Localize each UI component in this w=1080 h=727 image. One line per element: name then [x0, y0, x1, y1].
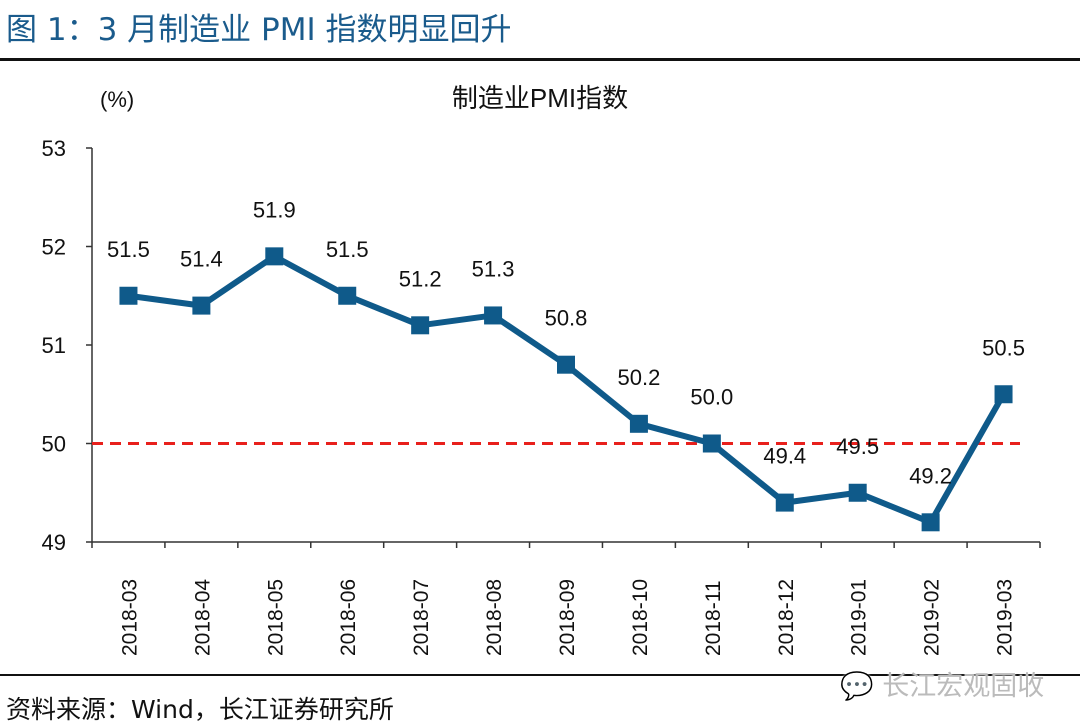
x-tick-label: 2019-02: [921, 579, 944, 656]
data-label: 50.0: [690, 385, 733, 410]
x-tick-label: 2018-04: [191, 579, 214, 656]
data-label: 51.2: [399, 266, 442, 291]
y-tick-label: 53: [42, 136, 66, 161]
data-point-marker: [629, 414, 648, 433]
data-label: 51.3: [472, 256, 515, 281]
x-tick-label: 2018-06: [337, 579, 360, 656]
data-point-marker: [338, 286, 357, 305]
data-label: 49.5: [836, 434, 879, 459]
chart-title: 制造业PMI指数: [452, 83, 628, 113]
y-axis-unit: (%): [100, 87, 134, 112]
data-label: 49.2: [909, 463, 952, 488]
wechat-icon: 💬: [840, 671, 874, 702]
x-tick-label: 2018-09: [556, 579, 579, 656]
data-point-marker: [775, 493, 794, 512]
footer-divider: [0, 674, 1080, 676]
data-point-marker: [994, 385, 1013, 404]
watermark-text: 长江宏观固收: [882, 671, 1045, 702]
data-label: 49.4: [763, 444, 806, 469]
x-tick-label: 2018-08: [483, 579, 506, 656]
y-tick-label: 49: [42, 530, 66, 555]
figure-title: 图 1：3 月制造业 PMI 指数明显回升: [6, 12, 512, 48]
title-divider: [0, 58, 1080, 61]
data-point-marker: [265, 247, 284, 266]
x-tick-label: 2018-12: [775, 579, 798, 656]
data-label: 51.4: [180, 247, 223, 272]
data-label: 50.5: [982, 335, 1025, 360]
data-point-marker: [411, 316, 430, 335]
data-label: 50.8: [545, 306, 588, 331]
x-tick-label: 2018-10: [629, 579, 652, 656]
data-point-marker: [557, 355, 575, 374]
x-tick-label: 2019-01: [848, 579, 871, 656]
x-tick-label: 2019-03: [994, 579, 1017, 656]
data-point-marker: [921, 513, 940, 532]
data-label: 51.9: [253, 197, 296, 222]
data-label: 51.5: [107, 237, 150, 262]
y-tick-label: 51: [42, 333, 66, 358]
source-note: 资料来源：Wind，长江证券研究所: [6, 695, 394, 724]
data-label: 50.2: [618, 365, 661, 390]
data-point-marker: [848, 483, 867, 502]
pmi-series-line: [128, 253, 1007, 526]
data-label: 51.5: [326, 237, 369, 262]
x-tick-label: 2018-05: [264, 579, 287, 656]
y-tick-label: 50: [42, 432, 66, 457]
data-point-marker: [192, 296, 211, 315]
x-tick-label: 2018-03: [118, 579, 141, 656]
x-tick-label: 2018-07: [410, 579, 433, 656]
watermark: 💬 长江宏观固收: [840, 664, 1044, 703]
data-point-marker: [484, 306, 503, 325]
data-point-marker: [702, 434, 721, 453]
x-tick-label: 2018-11: [702, 580, 725, 656]
y-tick-label: 52: [42, 235, 66, 260]
data-point-marker: [119, 286, 138, 305]
